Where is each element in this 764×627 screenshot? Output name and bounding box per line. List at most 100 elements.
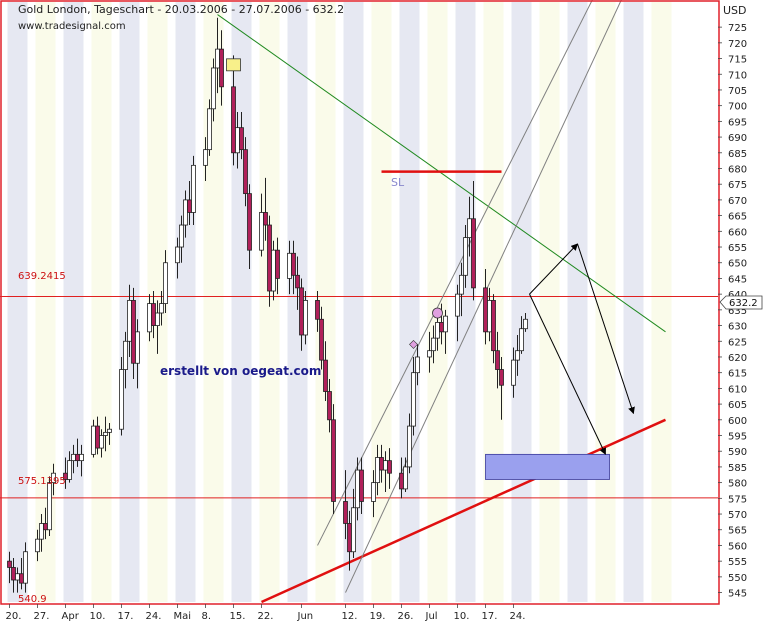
candle-body xyxy=(131,300,136,364)
y-tick-label: 585 xyxy=(728,463,747,474)
candle-body xyxy=(7,560,12,568)
bottom-value-label: 540.9 xyxy=(18,594,47,605)
candle-body xyxy=(175,246,180,264)
week-band xyxy=(315,2,336,602)
candle-body xyxy=(51,472,56,484)
y-tick-label: 620 xyxy=(728,353,747,364)
week-band xyxy=(343,2,364,602)
scenario-arrow xyxy=(529,243,578,295)
y-tick-label: 630 xyxy=(728,322,747,333)
candle xyxy=(411,356,416,436)
candle xyxy=(243,137,248,207)
candle-body xyxy=(499,369,504,386)
candle-body xyxy=(327,391,332,421)
candle-body xyxy=(47,482,52,531)
candle xyxy=(7,551,12,584)
candle-body xyxy=(375,457,380,484)
candle xyxy=(499,356,504,420)
candle-body xyxy=(303,300,308,336)
candle-body xyxy=(523,318,528,330)
candle xyxy=(327,378,332,433)
x-tick-label: 24. xyxy=(146,611,162,622)
candle-body xyxy=(11,567,16,581)
candle-body xyxy=(231,86,236,154)
y-tick-label: 555 xyxy=(728,557,747,568)
candle xyxy=(159,291,164,326)
x-tick-label: Apr xyxy=(62,611,80,622)
candle xyxy=(231,55,236,166)
candle-body xyxy=(467,218,472,239)
x-tick-label: 17. xyxy=(118,611,134,622)
candle xyxy=(35,529,40,562)
candle xyxy=(459,262,464,317)
candle-body xyxy=(347,523,352,553)
candle xyxy=(39,514,44,552)
candle xyxy=(119,356,124,436)
x-tick-label: 10. xyxy=(90,611,106,622)
candle-body xyxy=(203,149,208,166)
candle-body xyxy=(239,127,244,151)
y-tick-label: 545 xyxy=(728,589,747,600)
annotations-layer xyxy=(226,58,635,455)
candle-body xyxy=(79,453,84,462)
candle-body xyxy=(407,425,412,468)
scenario-arrow xyxy=(577,243,635,415)
y-tick-label: 600 xyxy=(728,416,747,427)
candle xyxy=(359,457,364,515)
week-band xyxy=(91,2,112,602)
y-tick-label: 605 xyxy=(728,400,747,411)
candle-body xyxy=(491,300,496,352)
candle xyxy=(319,306,324,370)
candle xyxy=(203,137,208,182)
y-tick-label: 665 xyxy=(728,212,747,223)
week-band xyxy=(63,2,84,602)
candle-body xyxy=(275,249,280,279)
candle-body xyxy=(435,322,440,339)
candle-body xyxy=(103,431,108,436)
level-low-label: 575.1395 xyxy=(18,476,66,487)
y-tick-label: 565 xyxy=(728,526,747,537)
chart-title: Gold London, Tageschart - 20.03.2006 - 2… xyxy=(18,3,344,16)
candle-body xyxy=(399,472,404,490)
currency-label: USD xyxy=(723,4,747,17)
target-zone-box xyxy=(485,453,610,480)
resistance-trendline xyxy=(217,14,666,333)
y-tick-label: 615 xyxy=(728,369,747,380)
x-tick-label: 12. xyxy=(342,611,358,622)
candle-body xyxy=(383,460,388,471)
marker-square xyxy=(226,58,241,72)
x-tick-label: 10. xyxy=(454,611,470,622)
candle-body xyxy=(187,199,192,213)
y-tick-label: 715 xyxy=(728,55,747,66)
candle-body xyxy=(439,322,444,333)
y-tick-label: 575 xyxy=(728,494,747,505)
candle-body xyxy=(119,369,124,430)
candle-body xyxy=(163,262,168,304)
candle xyxy=(403,457,408,493)
y-tick-label: 550 xyxy=(728,573,747,584)
candle-body xyxy=(415,356,420,374)
marker-circle xyxy=(432,307,443,319)
candle-body xyxy=(127,300,132,342)
y-tick-label: 660 xyxy=(728,227,747,238)
candle-body xyxy=(371,482,376,502)
candle-body xyxy=(331,419,336,502)
candle-body xyxy=(299,287,304,336)
candle xyxy=(295,256,300,310)
x-tick-label: 26. xyxy=(398,611,414,622)
candle xyxy=(155,300,160,354)
candle-body xyxy=(159,303,164,314)
candle xyxy=(343,470,348,540)
candle-body xyxy=(151,303,156,326)
week-band xyxy=(371,2,392,602)
candle xyxy=(519,316,524,354)
y-tick-label: 625 xyxy=(728,337,747,348)
x-tick-label: 20. xyxy=(6,611,22,622)
week-band xyxy=(595,2,616,602)
support-trendline xyxy=(260,418,667,604)
week-band xyxy=(567,2,588,602)
candle-body xyxy=(495,350,500,370)
candle xyxy=(179,215,184,263)
